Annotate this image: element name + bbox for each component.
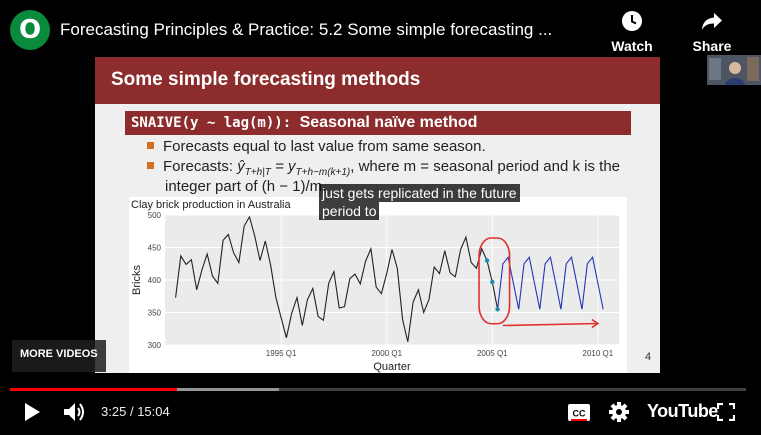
slide-header: Some simple forecasting methods <box>95 57 660 104</box>
bullet-2-prefix: Forecasts: <box>163 158 238 175</box>
highlight-point <box>490 279 495 285</box>
caption-line-1: just gets replicated in the future <box>319 184 520 202</box>
slide-heading: Some simple forecasting methods <box>111 69 421 90</box>
bullet-item-1: Forecasts equal to last value from same … <box>147 138 486 155</box>
presenter-webcam-thumbnail <box>707 55 761 85</box>
fullscreen-icon <box>717 403 735 421</box>
time-current: 3:25 <box>101 404 127 419</box>
formula-sub-1: T+h|T <box>244 167 271 178</box>
highlight-point <box>495 307 500 312</box>
time-total: 15:04 <box>137 404 170 419</box>
formula-eq: = y <box>270 158 296 175</box>
y-tick-label: 500 <box>148 211 162 220</box>
x-tick-label: 2005 Q1 <box>477 349 508 358</box>
cc-icon: CC <box>568 403 590 421</box>
bullet-square-icon <box>147 162 154 169</box>
annotation-arrow-line <box>502 322 598 327</box>
play-icon <box>25 403 40 421</box>
x-tick-label: 1995 Q1 <box>266 349 297 358</box>
method-title: SNAIVE(y ~ lag(m)): Seasonal naïve metho… <box>131 114 477 132</box>
time-separator: / <box>129 404 134 419</box>
annotation-arrow-head <box>591 318 600 329</box>
x-tick-label: 2000 Q1 <box>371 349 402 358</box>
channel-logo-icon[interactable]: O <box>10 10 50 50</box>
y-tick-label: 450 <box>148 244 162 253</box>
gear-icon <box>609 402 629 422</box>
y-tick-label: 300 <box>148 341 162 350</box>
brick-production-chart: 300 350 400 450 500 1995 Q1 2000 Q1 2005 Q1 201… <box>131 199 619 373</box>
more-videos-label: MORE VIDEOS <box>20 348 98 360</box>
clock-icon <box>622 11 642 31</box>
closed-captions-button[interactable]: CC <box>568 403 590 421</box>
webcam-image <box>707 55 761 85</box>
time-display: 3:25 / 15:04 <box>101 404 170 419</box>
method-title-bar: SNAIVE(y ~ lag(m)): Seasonal naïve metho… <box>125 111 631 135</box>
formula-sub-2: T+h−m(k+1) <box>295 167 351 178</box>
slide-number: 4 <box>645 351 652 363</box>
chart-y-axis-label: Bricks <box>131 265 143 295</box>
volume-button[interactable] <box>63 401 87 423</box>
closed-caption: just gets replicated in the future perio… <box>319 184 520 220</box>
play-button[interactable] <box>22 402 42 422</box>
channel-logo-letter: O <box>18 15 42 45</box>
y-tick-label: 350 <box>148 309 162 318</box>
share-label: Share <box>692 38 732 54</box>
formula-yhat: ŷ <box>237 158 245 175</box>
more-videos-button[interactable]: MORE VIDEOS <box>12 340 106 372</box>
video-title[interactable]: Forecasting Principles & Practice: 5.2 S… <box>60 20 553 39</box>
bullet-item-2: Forecasts: ŷT+h|T = yT+h−m(k+1), where m… <box>147 158 620 178</box>
settings-button[interactable] <box>608 401 630 423</box>
svg-text:CC: CC <box>573 408 586 418</box>
bullet-2-suffix: , where m = seasonal period and k is the <box>350 158 621 175</box>
bullet-2-continuation: integer part of (h − 1)/m. <box>165 178 327 195</box>
forecast-series-line <box>497 256 604 310</box>
y-tick-label: 400 <box>148 276 162 285</box>
method-code: SNAIVE(y ~ lag(m)): <box>131 115 292 131</box>
chart-title: Clay brick production in Australia <box>131 199 291 211</box>
youtube-logo-link[interactable]: YouTube <box>647 401 718 421</box>
caption-line-2: period to <box>319 202 380 220</box>
chart-x-axis-label: Quarter <box>373 361 411 373</box>
bullet-text-1: Forecasts equal to last value from same … <box>163 138 486 155</box>
share-arrow-icon <box>702 13 722 30</box>
share-button[interactable]: Share <box>690 10 734 54</box>
presentation-slide: Some simple forecasting methods SNAIVE(y… <box>95 57 660 373</box>
progress-played <box>10 388 178 391</box>
volume-icon <box>64 403 84 421</box>
fullscreen-button[interactable] <box>716 402 736 422</box>
history-series-line <box>175 215 499 342</box>
annotation-circle <box>478 237 511 325</box>
highlight-point <box>484 258 490 263</box>
progress-bar[interactable] <box>10 388 746 391</box>
method-description: Seasonal naïve method <box>299 114 478 131</box>
chart-panel: 300 350 400 450 500 1995 Q1 2000 Q1 2005 Q1 201… <box>129 197 627 373</box>
x-tick-label: 2010 Q1 <box>583 349 614 358</box>
bullet-square-icon <box>147 142 154 149</box>
